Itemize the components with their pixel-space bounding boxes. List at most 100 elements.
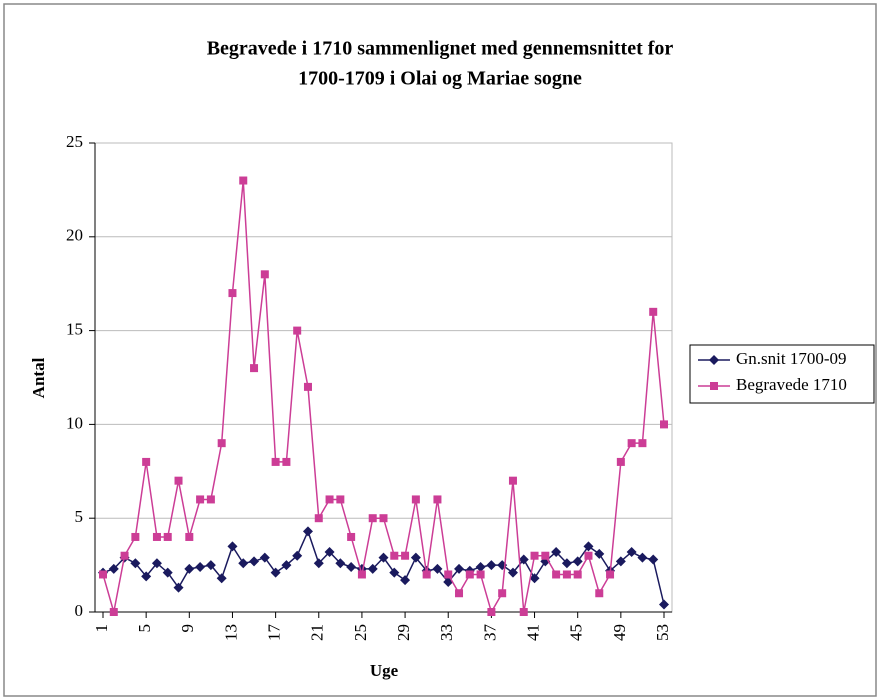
marker <box>357 570 366 579</box>
marker <box>99 570 107 579</box>
marker <box>324 546 335 557</box>
marker <box>206 495 215 504</box>
x-tick-label: 41 <box>523 624 542 641</box>
marker <box>433 495 442 504</box>
marker <box>378 552 389 563</box>
marker <box>108 563 119 574</box>
marker <box>422 570 431 579</box>
x-tick-label: 53 <box>653 624 672 641</box>
marker <box>368 514 377 523</box>
marker <box>562 570 571 579</box>
marker <box>638 439 647 448</box>
marker <box>303 382 312 391</box>
marker <box>292 550 303 561</box>
marker <box>551 546 562 557</box>
marker <box>109 608 118 616</box>
x-tick-label: 5 <box>135 624 154 633</box>
marker <box>142 457 151 466</box>
marker <box>411 495 420 504</box>
marker <box>195 561 206 572</box>
x-tick-label: 9 <box>178 624 197 633</box>
x-tick-label: 1 <box>92 624 111 633</box>
marker <box>572 556 583 567</box>
marker <box>205 560 216 571</box>
marker <box>410 552 421 563</box>
marker <box>595 589 604 598</box>
marker <box>293 326 302 335</box>
marker <box>152 532 161 541</box>
marker <box>217 439 226 448</box>
marker <box>455 589 464 598</box>
marker <box>282 457 291 466</box>
marker <box>151 558 162 569</box>
marker <box>347 532 356 541</box>
marker <box>573 570 582 579</box>
x-tick-label: 33 <box>437 624 456 641</box>
marker <box>302 526 313 537</box>
x-tick-label: 13 <box>221 624 240 641</box>
x-tick-label: 21 <box>308 624 327 641</box>
marker <box>367 563 378 574</box>
marker <box>196 495 205 504</box>
marker <box>507 567 518 578</box>
marker <box>584 551 593 560</box>
marker <box>239 176 248 185</box>
marker <box>541 551 550 560</box>
marker <box>120 551 129 560</box>
marker <box>389 567 400 578</box>
marker <box>238 558 249 569</box>
x-tick-label: 29 <box>394 624 413 641</box>
y-tick-label: 25 <box>66 132 83 151</box>
legend-label: Begravede 1710 <box>736 375 847 394</box>
marker <box>163 532 172 541</box>
marker <box>508 476 517 485</box>
marker <box>336 495 345 504</box>
legend-marker <box>709 355 719 365</box>
chart-title: 1700-1709 i Olai og Mariae sogne <box>298 68 582 90</box>
x-tick-label: 49 <box>610 624 629 641</box>
legend-marker <box>710 382 718 390</box>
y-tick-label: 15 <box>66 320 83 339</box>
marker <box>475 561 486 572</box>
y-tick-label: 10 <box>66 413 83 432</box>
marker <box>486 560 497 571</box>
marker <box>561 558 572 569</box>
marker <box>184 563 195 574</box>
marker <box>444 570 453 579</box>
y-tick-label: 5 <box>75 507 84 526</box>
marker <box>498 589 507 598</box>
marker <box>313 558 324 569</box>
marker <box>379 514 388 523</box>
marker <box>401 551 410 560</box>
marker <box>314 514 323 523</box>
marker <box>227 541 238 552</box>
marker <box>346 561 357 572</box>
marker <box>250 364 259 373</box>
marker <box>325 495 334 504</box>
marker <box>660 420 668 429</box>
marker <box>141 571 152 582</box>
marker <box>400 575 411 586</box>
marker <box>606 570 615 579</box>
marker <box>594 548 605 559</box>
marker <box>627 439 636 448</box>
marker <box>173 582 184 593</box>
marker <box>615 556 626 567</box>
marker <box>552 570 561 579</box>
marker <box>518 554 529 565</box>
marker <box>476 570 485 579</box>
marker <box>131 532 140 541</box>
marker <box>659 599 669 610</box>
marker <box>530 551 539 560</box>
marker <box>259 552 270 563</box>
marker <box>228 289 237 298</box>
marker <box>249 556 260 567</box>
marker <box>529 573 540 584</box>
x-tick-label: 45 <box>567 624 586 641</box>
legend-box <box>689 344 875 404</box>
marker <box>130 558 141 569</box>
marker <box>335 558 346 569</box>
y-axis-title: Antal <box>29 357 48 398</box>
x-tick-label: 17 <box>265 624 284 642</box>
